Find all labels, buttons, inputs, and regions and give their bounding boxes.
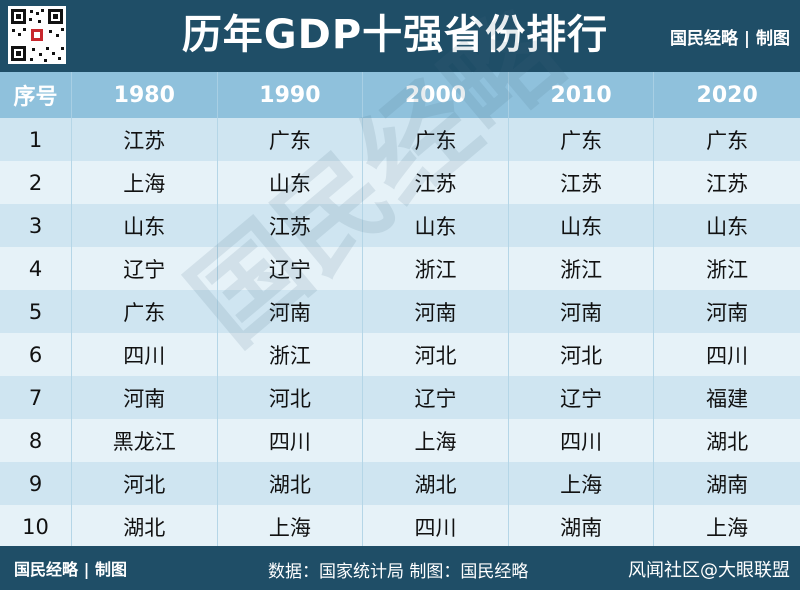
province-cell: 四川 (706, 343, 749, 368)
page-title: 历年GDP十强省份排行 (181, 12, 609, 58)
province-cell: 湖南 (509, 505, 655, 548)
province-cell: 辽宁 (363, 376, 509, 419)
province-cell: 河南 (72, 376, 218, 419)
rank-cell: 6 (0, 333, 72, 376)
province-cell: 山东 (509, 204, 655, 247)
site-watermark: 风闻社区@大眼联盟 (628, 560, 790, 581)
column-header: 2000 (363, 72, 509, 118)
province-cell: 福建 (706, 386, 749, 411)
province-cell: 上海 (706, 515, 749, 540)
header-bar: 历年GDP十强省份排行 国民经略 | 制图 (0, 0, 800, 72)
province-cell: 上海 (509, 462, 655, 505)
province-cell: 四川 (509, 419, 655, 462)
footer-brand: 国民经略 | 制图 (14, 560, 127, 579)
province-cell: 江苏 (363, 161, 509, 204)
province-cell: 广东 (509, 118, 655, 161)
province-cell: 江苏 (72, 118, 218, 161)
province-cell: 江苏 (509, 161, 655, 204)
province-cell: 广东 (706, 128, 749, 153)
province-cell: 山东 (218, 161, 364, 204)
province-cell: 广东 (72, 290, 218, 333)
province-cell: 江苏 (706, 171, 749, 196)
rank-cell: 10 (0, 505, 72, 548)
province-cell: 湖北 (363, 462, 509, 505)
rank-cell: 4 (0, 247, 72, 290)
data-source: 数据：国家统计局 制图：国民经略 (268, 562, 529, 582)
province-cell: 黑龙江 (72, 419, 218, 462)
rank-cell: 3 (0, 204, 72, 247)
rank-cell: 2 (0, 161, 72, 204)
province-cell: 河南 (509, 290, 655, 333)
province-cell: 浙江 (509, 247, 655, 290)
province-cell: 上海 (363, 419, 509, 462)
province-cell: 浙江 (706, 257, 749, 282)
province-cell: 辽宁 (509, 376, 655, 419)
qr-code-icon (8, 6, 66, 64)
province-cell: 湖南 (706, 472, 749, 497)
province-cell: 湖北 (218, 462, 364, 505)
province-cell: 辽宁 (72, 247, 218, 290)
province-cell: 上海 (218, 505, 364, 548)
province-cell: 广东 (363, 118, 509, 161)
table-row: 8 黑龙江 四川 上海 四川 湖北 (0, 419, 800, 462)
province-cell: 河北 (363, 333, 509, 376)
header-brand: 国民经略 | 制图 (669, 29, 790, 49)
province-cell: 山东 (72, 204, 218, 247)
province-cell: 山东 (363, 204, 509, 247)
province-cell: 四川 (363, 505, 509, 548)
province-cell: 湖北 (72, 505, 218, 548)
gdp-ranking-table: 序号 1980 1990 2000 2010 2020 1 江苏 广东 广东 广东 广东 2… (0, 72, 800, 548)
province-cell: 浙江 (363, 247, 509, 290)
column-header: 1990 (218, 72, 364, 118)
province-cell: 四川 (72, 333, 218, 376)
table-row: 3 山东 江苏 山东 山东 山东 (0, 204, 800, 247)
rank-cell: 9 (0, 462, 72, 505)
table-row: 2 上海 山东 江苏 江苏 江苏 (0, 161, 800, 204)
table-row: 1 江苏 广东 广东 广东 广东 (0, 118, 800, 161)
table-row: 5 广东 河南 河南 河南 河南 (0, 290, 800, 333)
table-row: 4 辽宁 辽宁 浙江 浙江 浙江 (0, 247, 800, 290)
province-cell: 广东 (218, 118, 364, 161)
province-cell: 山东 (706, 214, 749, 239)
province-cell: 河南 (706, 300, 749, 325)
rank-cell: 8 (0, 419, 72, 462)
province-cell: 湖北 (706, 429, 749, 454)
table-header-row: 序号 1980 1990 2000 2010 2020 (0, 72, 800, 118)
province-cell: 浙江 (218, 333, 364, 376)
table-row: 6 四川 浙江 河北 河北 四川 (0, 333, 800, 376)
province-cell: 河南 (363, 290, 509, 333)
column-header: 2010 (509, 72, 655, 118)
rank-cell: 5 (0, 290, 72, 333)
province-cell: 江苏 (218, 204, 364, 247)
column-header: 1980 (72, 72, 218, 118)
table-row: 10 湖北 上海 四川 湖南 上海 (0, 505, 800, 548)
province-cell: 辽宁 (218, 247, 364, 290)
footer-bar: 国民经略 | 制图 数据：国家统计局 制图：国民经略 风闻社区@大眼联盟 (0, 546, 800, 590)
province-cell: 河北 (72, 462, 218, 505)
province-cell: 上海 (72, 161, 218, 204)
rank-cell: 7 (0, 376, 72, 419)
column-header: 序号 (0, 72, 72, 118)
province-cell: 四川 (218, 419, 364, 462)
province-cell: 河南 (218, 290, 364, 333)
table-row: 7 河南 河北 辽宁 辽宁 福建 (0, 376, 800, 419)
table-row: 9 河北 湖北 湖北 上海 湖南 (0, 462, 800, 505)
rank-cell: 1 (0, 118, 72, 161)
province-cell: 河北 (509, 333, 655, 376)
province-cell: 河北 (218, 376, 364, 419)
column-header: 2020 (696, 82, 758, 108)
table-body: 1 江苏 广东 广东 广东 广东 2 上海 山东 江苏 江苏 江苏 3 山东 江苏 山东 山东 山东 4 辽宁 辽宁 浙江… (0, 118, 800, 548)
